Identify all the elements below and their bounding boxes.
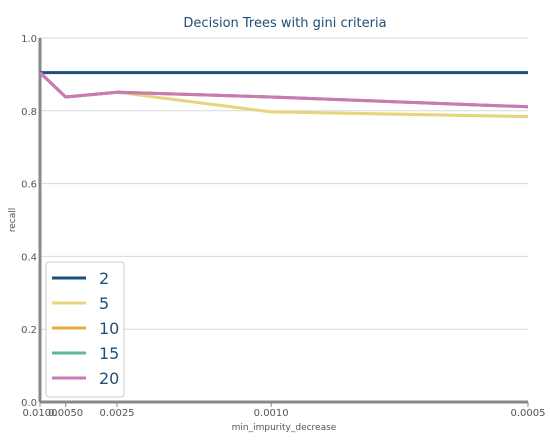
y-tick-label: 0.0	[21, 398, 37, 409]
series-line-5	[38, 71, 529, 119]
y-ticks: 0.0 0.2 0.4 0.6 0.8 1.0	[21, 34, 37, 409]
series-lines	[38, 71, 529, 119]
x-axis-label: min_impurity_decrease	[232, 423, 337, 433]
grid	[40, 37, 528, 330]
x-tick-label: 0.0050	[48, 408, 83, 419]
y-tick-label: 0.2	[21, 325, 37, 336]
x-tick-label: 0.0100	[23, 408, 58, 419]
y-tick-label: 1.0	[21, 34, 37, 45]
legend-label-20: 20	[99, 369, 119, 388]
series-line-15	[38, 71, 529, 109]
y-axis-label: recall	[8, 208, 18, 233]
legend: 2 5 10 15 20	[45, 261, 125, 398]
series-line-10	[38, 71, 529, 109]
legend-label-15: 15	[99, 344, 119, 363]
legend-label-10: 10	[99, 319, 119, 338]
chart-title: Decision Trees with gini criteria	[183, 16, 386, 31]
legend-label-5: 5	[99, 294, 109, 313]
x-tick-label: 0.0025	[100, 408, 135, 419]
series-line-20	[38, 71, 529, 109]
y-tick-label: 0.6	[21, 180, 37, 191]
y-tick-label: 0.8	[21, 107, 37, 118]
x-tick-label: 0.0010	[254, 408, 289, 419]
legend-label-2: 2	[99, 269, 109, 288]
x-tick-label: 0.0005	[511, 408, 546, 419]
y-tick-label: 0.4	[21, 252, 37, 263]
axes	[38, 38, 528, 404]
